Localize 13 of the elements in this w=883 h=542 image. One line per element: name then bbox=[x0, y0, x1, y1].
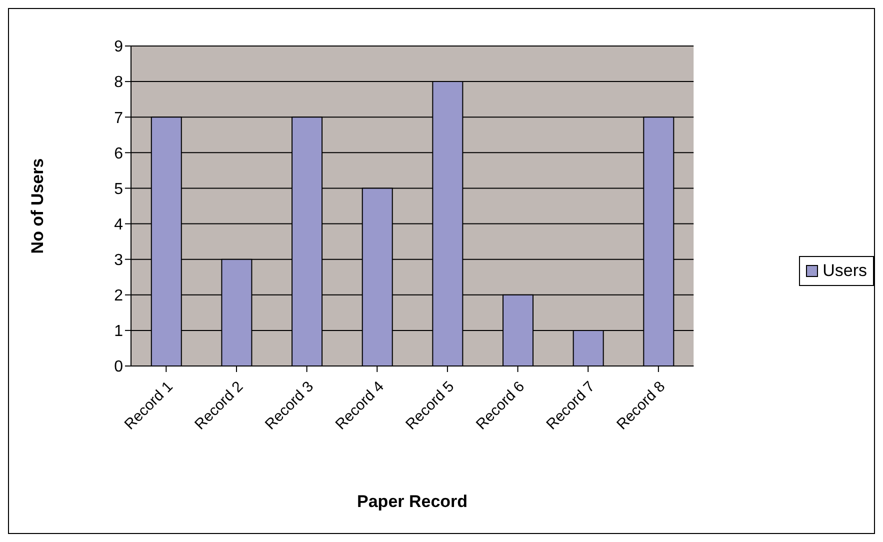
y-tick-label: 4 bbox=[114, 216, 124, 234]
y-tick-label: 1 bbox=[114, 323, 124, 340]
y-tick-label: 5 bbox=[114, 180, 124, 198]
y-tick-label: 2 bbox=[114, 288, 124, 305]
y-tick-label: 3 bbox=[114, 252, 124, 270]
y-tick-label: 7 bbox=[114, 110, 124, 127]
y-tick-label: 9 bbox=[114, 38, 124, 56]
legend-label: Users bbox=[822, 261, 867, 281]
y-tick-label: 6 bbox=[114, 145, 124, 162]
y-axis-title: No of Users bbox=[28, 158, 48, 254]
x-axis-title: Paper Record bbox=[357, 492, 468, 511]
y-tick-label: 8 bbox=[114, 74, 124, 92]
y-tick-label: 0 bbox=[114, 358, 124, 376]
